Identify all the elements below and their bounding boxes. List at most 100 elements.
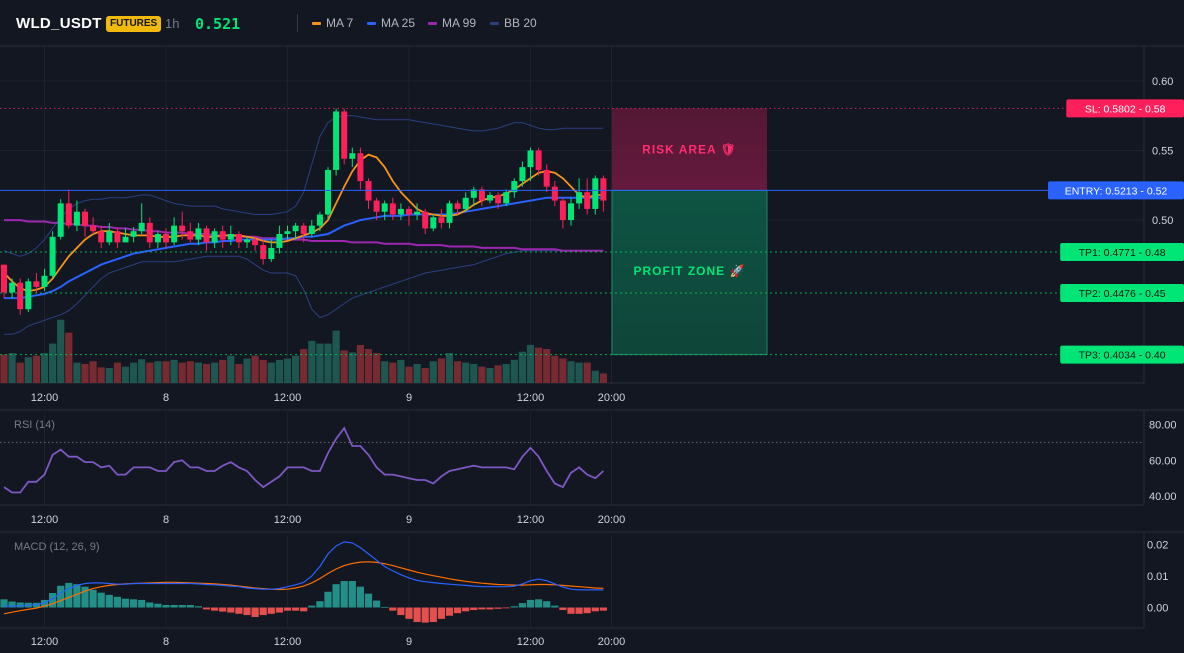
header-divider [297,14,298,32]
timeframe-label[interactable]: 1h [165,16,180,31]
volume-bar [49,343,57,383]
macd-histogram-bar [235,607,243,614]
candle-down [260,245,267,260]
price-axis[interactable]: 0.60 0.55 0.50 [1152,76,1173,227]
stop-loss-tag [1066,99,1184,118]
volume-bar [437,358,445,383]
volume-bar [300,349,308,383]
candle-down [438,217,445,223]
volume-bar [57,319,65,383]
macd-histogram-bar [89,589,97,608]
macd-time-label: 20:00 [598,636,626,648]
volume-bar [219,359,227,383]
price-pane[interactable]: RISK AREA 🛡 PROFIT ZONE 🚀 SL: 0.5802 - 0.… [0,76,1184,404]
macd-histogram-bar [535,599,543,608]
candle-down [17,282,24,310]
macd-histogram-bar [526,599,535,608]
candle-up [349,153,356,159]
candle-up [73,211,80,226]
candle-up [211,231,218,243]
legend-ma7[interactable]: MA 7 [312,16,353,30]
macd-histogram-bar [73,584,81,608]
candle-down [33,281,40,287]
legend-ma25[interactable]: MA 25 [367,16,415,30]
macd-histogram-bar [445,607,454,616]
candle-down [300,225,307,234]
candle-down [252,239,259,246]
price-tick-label: 0.55 [1152,145,1173,157]
volume-bar [130,362,138,383]
macd-histogram-bar [194,606,202,608]
macd-histogram-bar [429,607,437,623]
volume-bar [348,352,356,383]
candle-up [519,167,526,182]
candle-down [235,233,242,243]
entry-tag [1048,181,1184,200]
rsi-tick-label: 80.00 [1149,420,1177,432]
candle-down [454,203,461,209]
candle-up [268,247,275,260]
macd-tick-label: 0.02 [1147,539,1168,551]
rsi-tick-label: 60.00 [1149,455,1177,467]
volume-bar [486,368,494,383]
tp2-tag-text: TP2: 0.4476 - 0.45 [1079,288,1166,300]
candle-down [584,192,591,209]
volume-bar [591,370,599,383]
candle-up [316,214,323,226]
macd-histogram-bar [0,599,8,608]
price-tick-label: 0.50 [1152,215,1173,227]
candle-up [446,203,453,223]
candle-up [106,231,113,243]
candle-down [163,233,169,243]
macd-histogram-bar [105,594,113,608]
macd-histogram-bar [454,607,462,614]
macd-histogram-bar [211,607,219,611]
candle-up [527,150,534,168]
legend-ma25-swatch [367,21,376,25]
candle-up [49,236,56,276]
macd-histogram-bar [543,601,551,608]
rsi-pane[interactable]: RSI (14) 80.00 60.00 40.00 12:00 8 12:00 9 12:00… [0,419,1177,526]
candle-down [373,200,380,212]
bb-upper-line [3,115,604,257]
macd-histogram-bar [591,607,599,612]
macd-histogram-bar [502,607,510,609]
candle-up [284,231,291,234]
legend-ma99[interactable]: MA 99 [428,16,476,30]
volume-bar [502,363,510,383]
macd-histogram-bar [16,602,24,608]
candle-up [292,225,299,232]
legend-bb20[interactable]: BB 20 [490,16,537,30]
macd-histogram-bar [405,607,413,619]
macd-histogram-bar [170,604,178,608]
candle-down [495,195,502,204]
macd-histogram-bar [57,585,65,608]
futures-badge: FUTURES [106,16,162,32]
macd-histogram-bar [567,607,575,614]
tp2-tag [1060,284,1184,303]
macd-histogram-bar [49,593,57,608]
rsi-time-label: 9 [406,514,412,526]
candle-up [503,192,510,204]
last-price: 0.521 [195,15,241,33]
volume-bar [275,359,283,383]
legend-ma25-label: MA 25 [381,16,416,30]
macd-time-label: 12:00 [517,636,545,648]
volume-bar [421,368,429,383]
macd-pane[interactable]: MACD (12, 26, 9) 0.02 0.01 0.00 12:00 8 12:00 9… [0,539,1168,648]
volume-bar [162,361,170,383]
volume-bar [113,362,121,383]
volume-bar [599,373,607,383]
macd-histogram-bar [243,607,251,616]
volume-bar [478,366,486,383]
symbol-name[interactable]: WLD_USDT [16,15,102,32]
macd-histogram-bar [486,607,494,610]
volume-bar [518,351,526,383]
macd-histogram-bar [8,601,16,608]
macd-histogram-bar [146,602,154,608]
candle-down [559,200,566,221]
volume-bar [178,362,186,383]
macd-histogram-bar [332,584,340,608]
candle-up [333,111,340,170]
